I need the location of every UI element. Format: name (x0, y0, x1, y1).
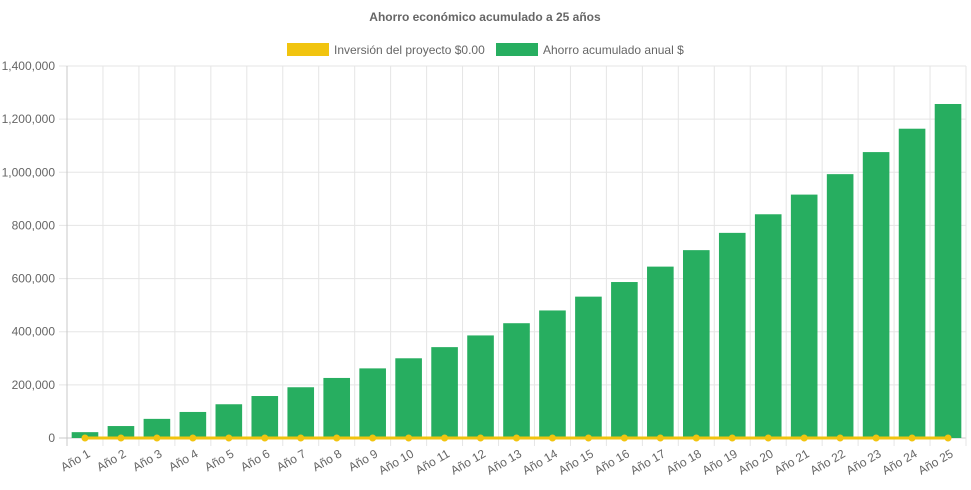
legend: Inversión del proyecto $0.00 Ahorro acumu… (287, 43, 684, 57)
x-tick-label: Año 2 (94, 446, 128, 474)
investment-point (728, 434, 736, 442)
line-series (81, 434, 952, 442)
bar-series (71, 103, 962, 439)
x-tick-label: Año 5 (202, 446, 236, 474)
investment-point (620, 434, 628, 442)
investment-point (944, 434, 952, 442)
savings-bar (862, 152, 890, 438)
legend-label: Inversión del proyecto $0.00 (334, 43, 485, 57)
x-tick-label: Año 8 (310, 446, 344, 474)
savings-bar (359, 368, 386, 438)
y-tick-label: 800,000 (12, 218, 56, 232)
investment-point (800, 434, 808, 442)
x-tick-label: Año 21 (772, 446, 812, 477)
savings-bar (790, 194, 818, 438)
investment-point (297, 434, 305, 442)
savings-bar (682, 250, 710, 438)
investment-point (584, 434, 592, 442)
savings-bar (251, 396, 279, 438)
y-tick-label: 1,000,000 (2, 165, 56, 179)
x-tick-label: Año 1 (58, 446, 92, 474)
legend-label: Ahorro acumulado anual $ (543, 43, 684, 57)
savings-bar (467, 335, 494, 438)
x-tick-label: Año 17 (628, 446, 668, 477)
savings-bar (539, 310, 566, 438)
x-tick-label: Año 13 (484, 446, 524, 477)
x-tick-label: Año 10 (376, 446, 416, 477)
x-tick-label: Año 18 (664, 446, 704, 477)
savings-bar (647, 266, 674, 438)
investment-point (908, 434, 916, 442)
x-tick-label: Año 25 (916, 446, 956, 477)
grid-lines (59, 65, 967, 446)
savings-bar (934, 103, 962, 439)
x-tick-label: Año 9 (346, 446, 380, 474)
chart-title: Ahorro económico acumulado a 25 años (369, 10, 601, 24)
legend-swatch (496, 43, 538, 56)
investment-point (548, 434, 556, 442)
x-tick-label: Año 3 (130, 446, 164, 474)
investment-point (872, 434, 880, 442)
investment-point (117, 434, 125, 442)
x-tick-label: Año 24 (880, 446, 920, 477)
x-tick-label: Año 16 (592, 446, 632, 477)
x-tick-label: Año 19 (700, 446, 740, 477)
investment-point (656, 434, 664, 442)
savings-bar (754, 214, 782, 438)
savings-bar (179, 411, 207, 438)
x-tick-label: Año 23 (844, 446, 884, 477)
investment-point (405, 434, 413, 442)
x-axis: Año 1 Año 2 Año 3 Año 4 Año 5 Año 6 Año 7 Año 8… (58, 446, 955, 477)
legend-swatch (287, 43, 329, 56)
y-tick-label: 1,400,000 (2, 59, 56, 73)
investment-point (81, 434, 89, 442)
y-tick-label: 200,000 (12, 378, 56, 392)
x-tick-label: Año 6 (238, 446, 272, 474)
x-tick-label: Año 12 (448, 446, 488, 477)
savings-bar (431, 347, 458, 438)
y-tick-label: 0 (48, 431, 55, 445)
y-tick-label: 600,000 (12, 272, 56, 286)
investment-point (513, 434, 520, 442)
x-tick-label: Año 7 (274, 446, 308, 474)
investment-point (261, 434, 269, 442)
savings-bar (718, 232, 746, 438)
savings-bar (395, 358, 422, 438)
investment-point (441, 434, 449, 442)
savings-bar (107, 426, 135, 438)
investment-point (369, 434, 377, 442)
investment-point (692, 434, 700, 442)
savings-bar (503, 323, 530, 438)
savings-bar (287, 387, 315, 438)
savings-bar (323, 377, 351, 438)
y-tick-label: 400,000 (12, 325, 56, 339)
investment-point (225, 434, 233, 442)
x-tick-label: Año 11 (413, 446, 452, 477)
savings-bar (898, 128, 926, 439)
y-axis: 0 200,000 400,000 600,000 800,000 1,000,000 1,… (2, 59, 56, 445)
savings-bar (143, 418, 171, 438)
savings-bar (826, 174, 854, 438)
x-tick-label: Año 15 (556, 446, 596, 477)
investment-point (477, 434, 485, 442)
investment-point (764, 434, 772, 442)
investment-point (333, 434, 341, 442)
x-tick-label: Año 4 (166, 446, 200, 474)
investment-point (153, 434, 161, 442)
investment-point (836, 434, 844, 442)
x-tick-label: Año 14 (520, 446, 560, 477)
x-tick-label: Año 20 (736, 446, 776, 477)
y-tick-label: 1,200,000 (2, 112, 56, 126)
investment-point (189, 434, 197, 442)
savings-bar (215, 404, 243, 438)
savings-bar (611, 282, 638, 438)
x-tick-label: Año 22 (808, 446, 848, 477)
savings-bar (575, 296, 602, 438)
